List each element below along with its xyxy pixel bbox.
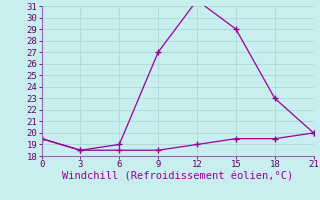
X-axis label: Windchill (Refroidissement éolien,°C): Windchill (Refroidissement éolien,°C) <box>62 172 293 182</box>
